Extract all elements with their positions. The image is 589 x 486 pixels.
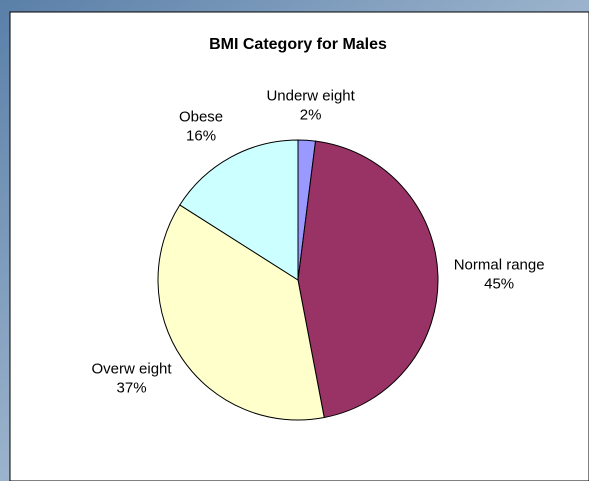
pie-slice xyxy=(179,139,299,281)
slice-label: Obese xyxy=(179,109,223,126)
pie-slice xyxy=(297,140,439,419)
slice-value-label: 2% xyxy=(300,106,322,123)
slice-label: Normal range xyxy=(454,256,545,273)
slice-value-label: 37% xyxy=(117,379,147,396)
pie-slice xyxy=(157,204,325,421)
slice-value-label: 16% xyxy=(186,128,216,145)
slice-label: Overw eight xyxy=(92,360,173,377)
slice-value-label: 45% xyxy=(484,275,514,292)
slice-label: Underw eight xyxy=(266,87,355,104)
chart-title: BMI Category for Males xyxy=(209,36,387,53)
